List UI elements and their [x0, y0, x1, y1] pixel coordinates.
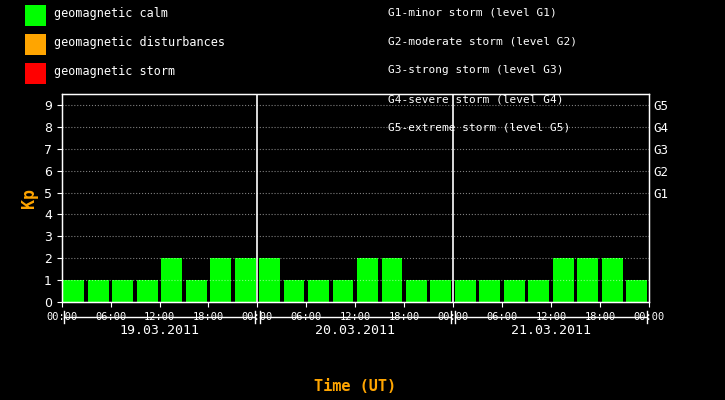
Bar — [577, 258, 598, 302]
Bar — [210, 258, 231, 302]
Bar — [406, 280, 427, 302]
Text: G3-strong storm (level G3): G3-strong storm (level G3) — [388, 66, 563, 76]
Text: G1-minor storm (level G1): G1-minor storm (level G1) — [388, 8, 557, 18]
Text: G5-extreme storm (level G5): G5-extreme storm (level G5) — [388, 123, 570, 133]
Text: G2-moderate storm (level G2): G2-moderate storm (level G2) — [388, 36, 577, 46]
Text: geomagnetic storm: geomagnetic storm — [54, 65, 175, 78]
Bar — [357, 258, 378, 302]
Bar — [162, 258, 182, 302]
Text: 21.03.2011: 21.03.2011 — [511, 324, 591, 338]
Bar — [333, 280, 353, 302]
Bar — [137, 280, 157, 302]
Bar — [112, 280, 133, 302]
Text: geomagnetic disturbances: geomagnetic disturbances — [54, 36, 225, 49]
Bar — [260, 258, 280, 302]
Bar — [529, 280, 549, 302]
Bar — [186, 280, 207, 302]
Y-axis label: Kp: Kp — [20, 188, 38, 208]
Text: 19.03.2011: 19.03.2011 — [120, 324, 199, 338]
Bar — [455, 280, 476, 302]
Bar — [88, 280, 109, 302]
Bar — [504, 280, 525, 302]
Bar — [431, 280, 451, 302]
Text: 20.03.2011: 20.03.2011 — [315, 324, 395, 338]
Bar — [626, 280, 647, 302]
Bar — [602, 258, 623, 302]
Bar — [553, 258, 573, 302]
Bar — [283, 280, 304, 302]
Bar — [381, 258, 402, 302]
Bar — [479, 280, 500, 302]
Text: geomagnetic calm: geomagnetic calm — [54, 8, 168, 20]
Bar — [64, 280, 84, 302]
Bar — [308, 280, 329, 302]
Text: G4-severe storm (level G4): G4-severe storm (level G4) — [388, 94, 563, 104]
Bar — [235, 258, 255, 302]
Text: Time (UT): Time (UT) — [314, 379, 397, 394]
